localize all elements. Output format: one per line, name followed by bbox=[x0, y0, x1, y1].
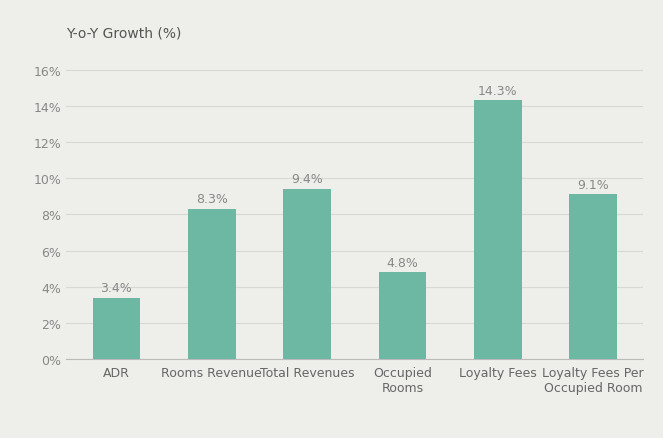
Bar bbox=[379, 272, 426, 359]
Bar bbox=[283, 190, 331, 359]
Bar bbox=[93, 298, 140, 359]
Text: 8.3%: 8.3% bbox=[196, 193, 227, 206]
Bar bbox=[188, 209, 235, 359]
Text: 4.8%: 4.8% bbox=[387, 256, 418, 269]
Bar bbox=[570, 195, 617, 359]
Text: 3.4%: 3.4% bbox=[101, 281, 132, 294]
Text: 9.1%: 9.1% bbox=[577, 178, 609, 191]
Text: 14.3%: 14.3% bbox=[478, 85, 518, 98]
Bar bbox=[474, 101, 522, 359]
Text: 9.4%: 9.4% bbox=[291, 173, 323, 186]
Text: Y-o-Y Growth (%): Y-o-Y Growth (%) bbox=[66, 26, 182, 40]
